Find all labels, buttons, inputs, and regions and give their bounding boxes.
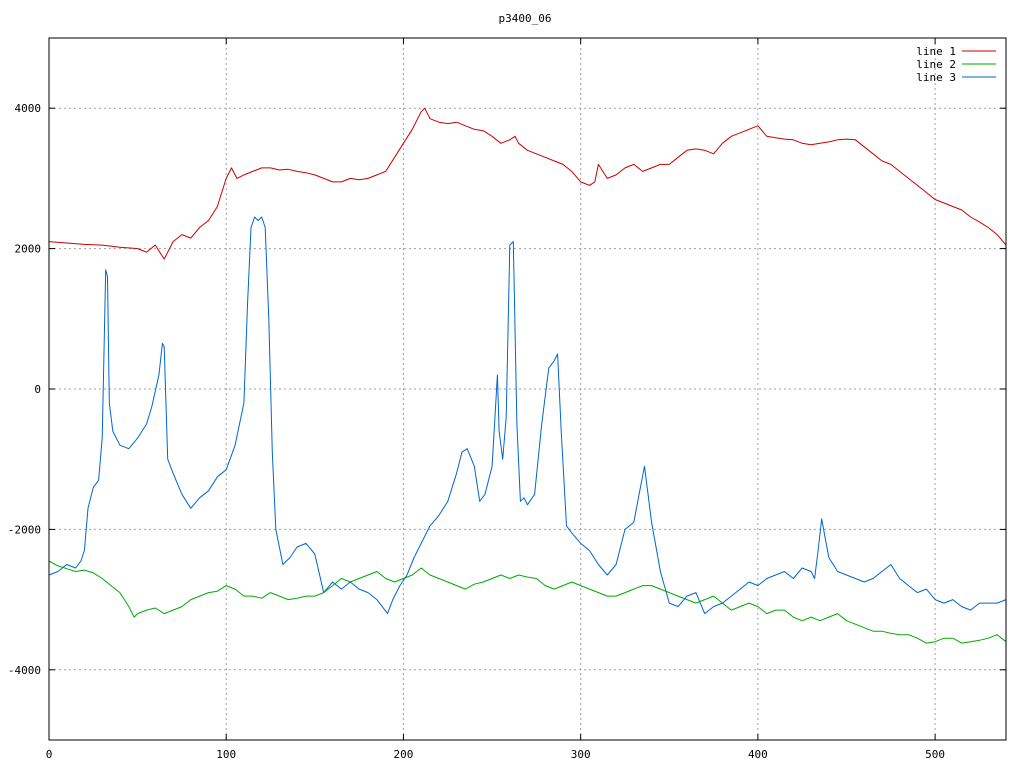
y-tick-label: -4000 (8, 664, 41, 677)
chart-title: p3400_06 (499, 12, 552, 25)
series-group (48, 107, 1007, 644)
x-tick-label: 500 (925, 748, 945, 761)
plot-frame (48, 37, 1007, 741)
legend-label-2: line 2 (916, 58, 956, 71)
axis-ticks: 0 100 200 300 400 500 -4000 -2000 0 2000 4000 (8, 38, 1006, 761)
series-line-2 (48, 560, 1007, 644)
y-tick-label: -2000 (8, 523, 41, 536)
x-tick-label: 400 (748, 748, 768, 761)
y-tick-label: 2000 (15, 243, 42, 256)
x-tick-label: 300 (571, 748, 591, 761)
series-line-1 (48, 107, 1007, 260)
x-tick-label: 200 (394, 748, 414, 761)
x-tick-label: 0 (46, 748, 53, 761)
series-line-3 (48, 216, 1007, 615)
y-tick-label: 4000 (15, 102, 42, 115)
x-tick-label: 100 (216, 748, 236, 761)
legend-label-3: line 3 (916, 71, 956, 84)
grid (49, 38, 1006, 740)
y-tick-label: 0 (34, 383, 41, 396)
legend-label-1: line 1 (916, 45, 956, 58)
